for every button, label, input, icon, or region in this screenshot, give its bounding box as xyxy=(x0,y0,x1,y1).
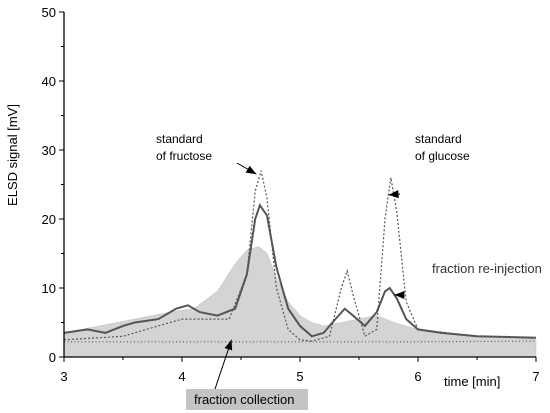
series-line-2 xyxy=(63,170,537,342)
y-axis-label: ELSD signal [mV] xyxy=(5,104,20,206)
annotation-text: of glucose xyxy=(415,149,470,163)
axes-layer: 0 10 20 30 40 50 3 4 5 6 7 xyxy=(42,5,540,384)
x-axis-label: time [min] xyxy=(444,374,500,389)
annotation-arrowhead xyxy=(388,190,399,199)
x-tick-label: 7 xyxy=(532,369,539,384)
y-tick-label: 50 xyxy=(42,5,56,20)
annotation-text: fraction re-injection xyxy=(432,261,542,276)
x-tick-label: 4 xyxy=(178,369,185,384)
y-tick-label: 40 xyxy=(42,74,56,89)
y-tick-label: 30 xyxy=(42,143,56,158)
fraction-collection-box xyxy=(186,389,308,410)
y-tick-label: 20 xyxy=(42,212,56,227)
annotation-arrowhead xyxy=(394,291,405,300)
x-tick-label: 3 xyxy=(60,369,67,384)
x-tick-label: 5 xyxy=(296,369,303,384)
label-layer: time [min] ELSD signal [mV] xyxy=(5,104,500,389)
annotation-arrowhead xyxy=(245,165,257,175)
annotation-layer: standard of fructose standard of glucose fra… xyxy=(156,132,542,410)
annotation-text: standard xyxy=(415,132,462,146)
fraction-collection-arrowhead xyxy=(224,339,233,351)
y-tick-label: 0 xyxy=(49,350,56,365)
annotation-text: of fructose xyxy=(156,149,212,163)
annotation-text: standard xyxy=(156,132,203,146)
x-tick-label: 6 xyxy=(414,369,421,384)
y-tick-label: 10 xyxy=(42,281,56,296)
annotation-text: fraction collection xyxy=(194,392,294,407)
